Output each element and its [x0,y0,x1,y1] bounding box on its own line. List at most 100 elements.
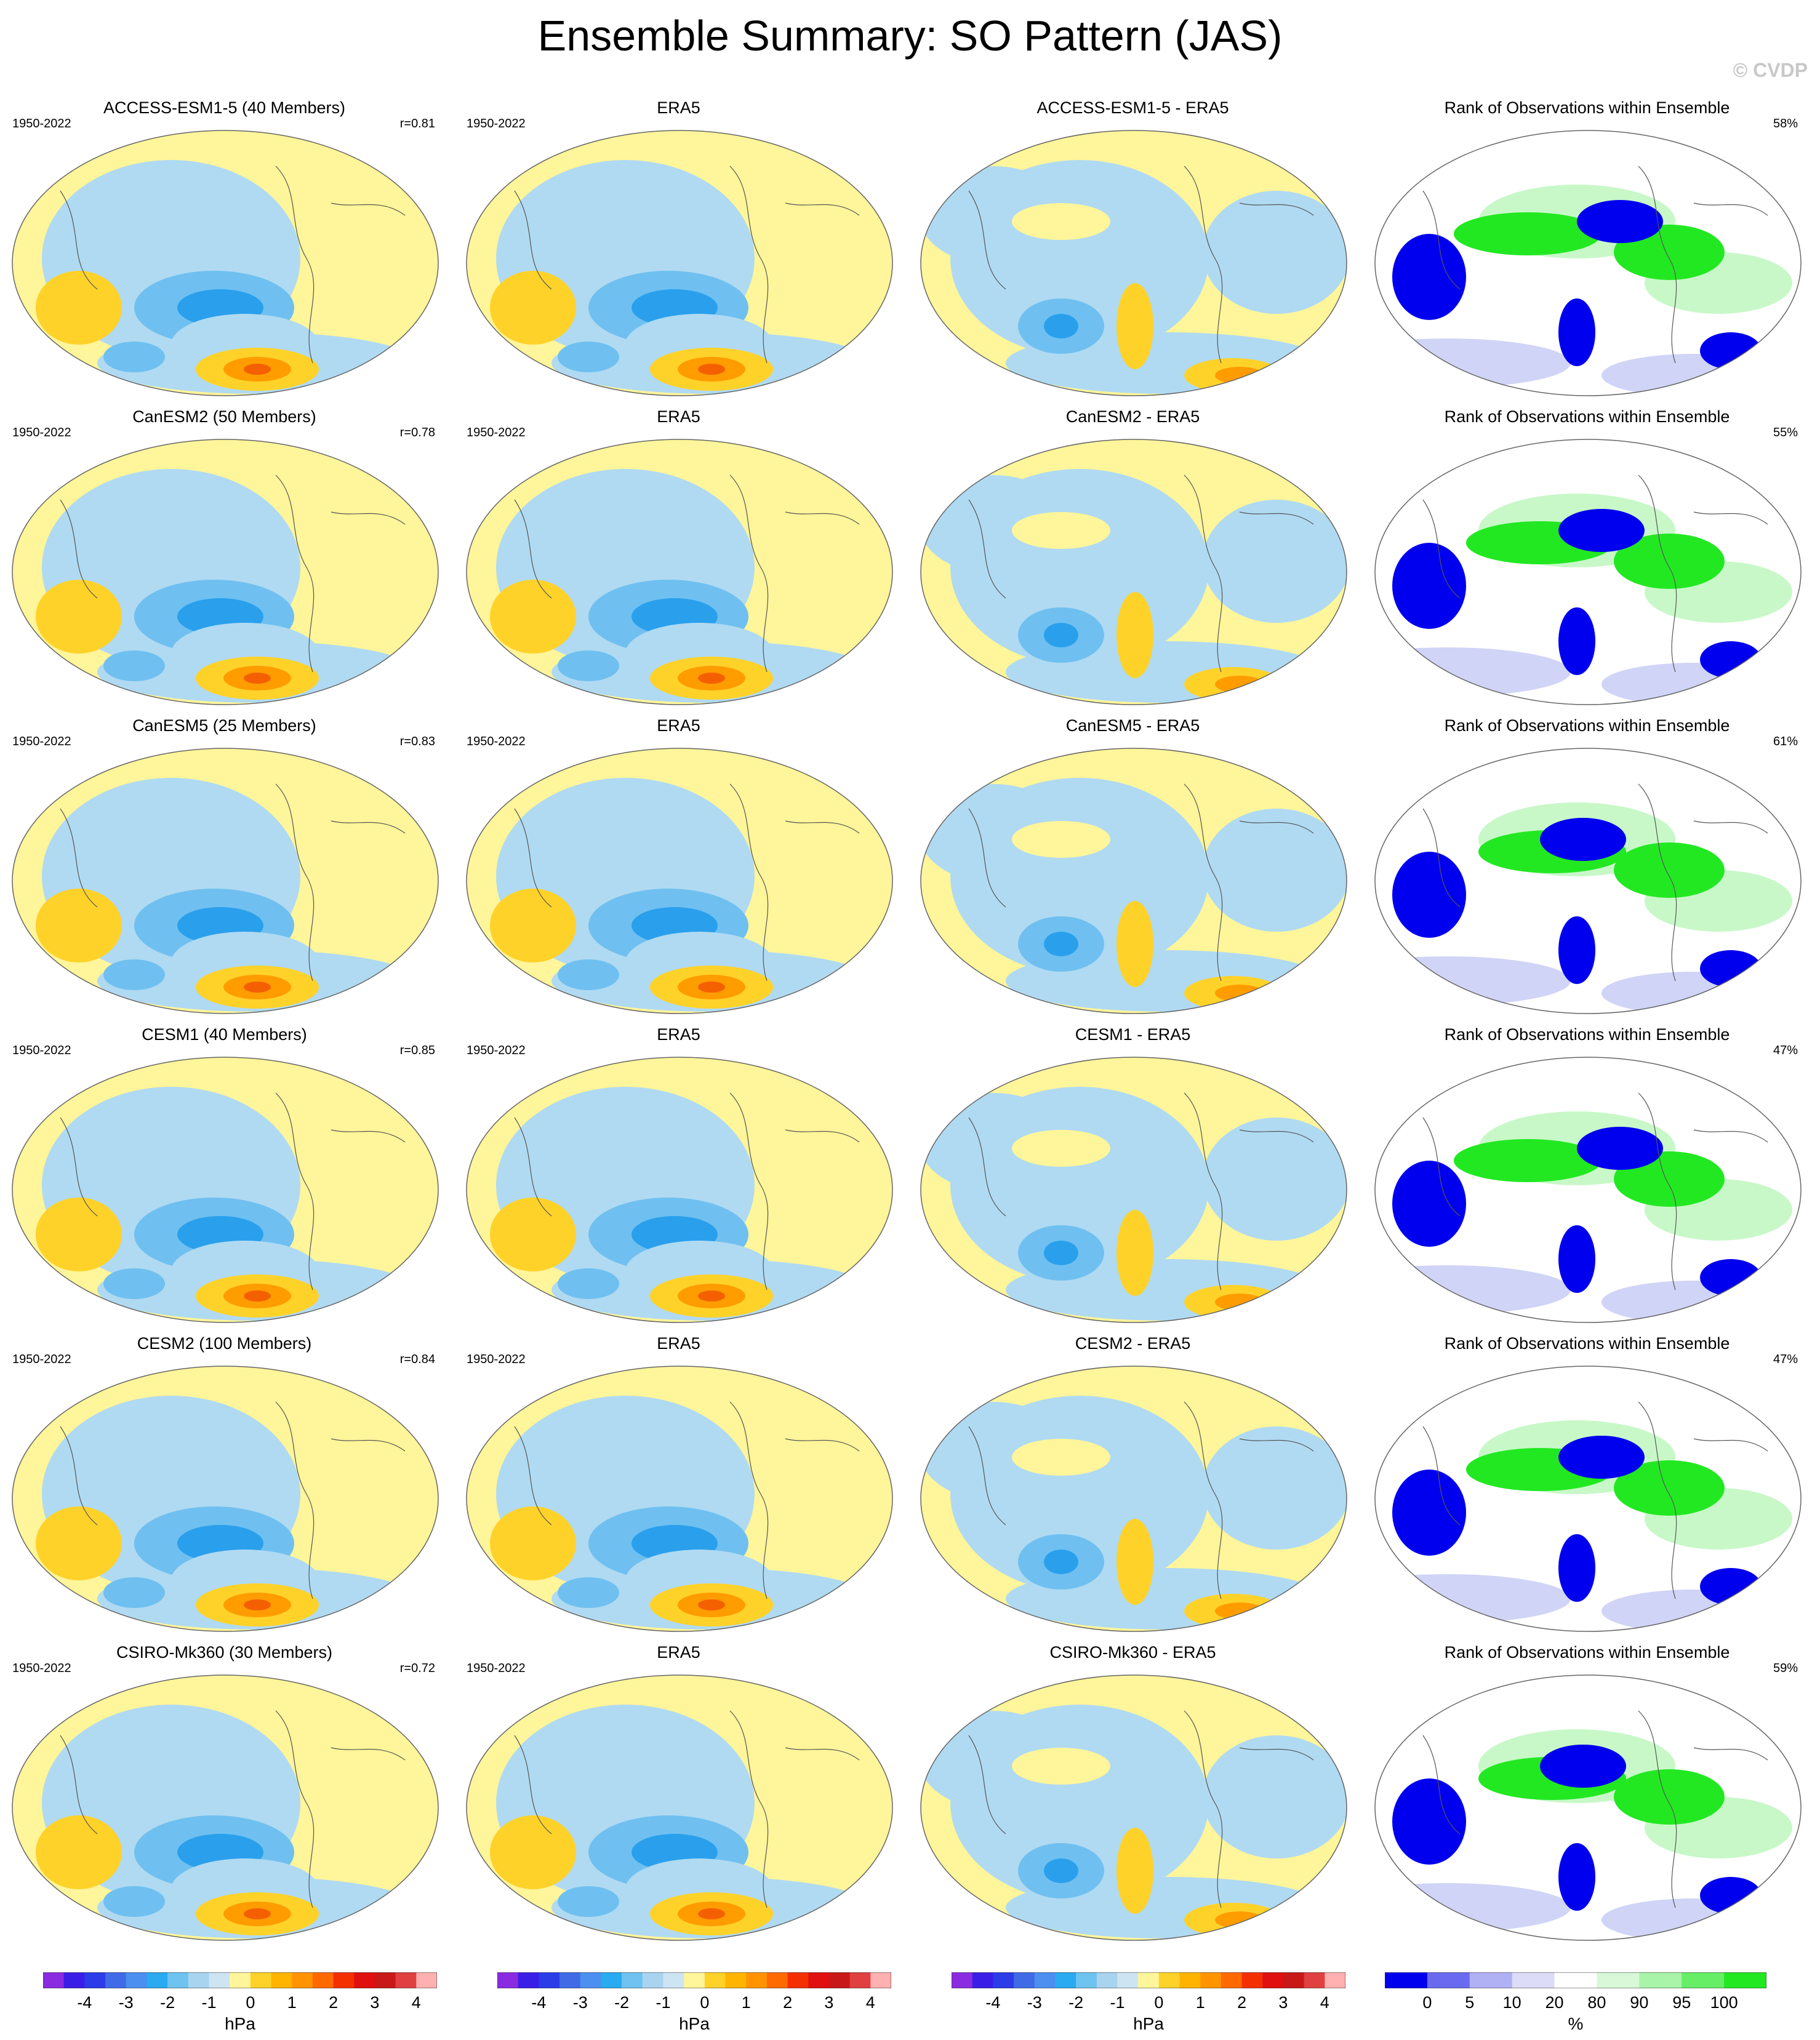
hpa-colorbar [497,1972,891,1988]
rank-region [1540,818,1626,861]
colorbar-swatch [766,1972,788,1988]
diff-panel: CESM2 - ERA5 [908,1334,1357,1643]
rank-region [1558,1534,1595,1602]
colorbar-tick: 2 [783,1993,793,2012]
period-label: 1950-2022 [12,1044,71,1057]
robinson-map [12,130,439,396]
panel-title: CanESM2 - ERA5 [1065,407,1200,426]
colorbar-swatch [828,1972,851,1988]
rank-region [1558,1843,1595,1911]
rank-panel: Rank of Observations within Ensemble 47% [1363,1025,1811,1334]
rank-region [1700,332,1762,369]
colorbar-swatch [354,1972,375,1988]
colorbar-tick: 1 [1195,1993,1205,2012]
rank-region [1614,534,1725,589]
colorbar-swatch [1014,1972,1035,1988]
pattern-correlation: r=0.83 [399,735,435,748]
rank-colorbar [1385,1972,1766,1988]
obs-panel: ERA5 1950-2022 [454,98,903,407]
model-panel: CESM1 (40 Members) 1950-2022 r=0.85 [0,1025,449,1334]
rank-panel: Rank of Observations within Ensemble 59% [1363,1643,1811,1952]
pattern-correlation: r=0.72 [399,1662,435,1675]
colorbar-swatch [1385,1972,1428,1988]
colorbar-tick: 1 [287,1993,297,2012]
panel-title: CESM2 (100 Members) [137,1334,312,1353]
rank-percent-label: 55% [1773,426,1798,439]
colorbar-tick: 3 [824,1993,834,2012]
panel-title: CSIRO-Mk360 (30 Members) [116,1643,333,1662]
hpa-colorbar [952,1972,1345,1988]
obs-panel: ERA5 1950-2022 [454,1643,903,1952]
colorbar-tick: -3 [572,1993,588,2012]
colorbar-tick: 2 [329,1993,339,2012]
rank-percent-label: 58% [1773,117,1798,130]
rank-region [1602,663,1786,705]
period-label: 1950-2022 [12,117,71,130]
robinson-map [466,1366,893,1632]
colorbar-swatch [312,1972,334,1988]
diff-panel: CSIRO-Mk360 - ERA5 [908,1643,1357,1952]
colorbar-swatch [333,1972,355,1988]
colorbar-tick: 1 [741,1993,751,2012]
colorbar-unit: hPa [679,2014,710,2033]
colorbar-tick: 10 [1502,1993,1521,2012]
colorbar-tick: 90 [1630,1993,1649,2012]
colorbar-swatch [188,1972,209,1988]
rank-panel: Rank of Observations within Ensemble 47% [1363,1334,1811,1643]
colorbar-tick: 0 [1422,1993,1432,2012]
colorbar-tick: 5 [1465,1993,1475,2012]
colorbar-swatch [230,1972,251,1988]
panel-title: Rank of Observations within Ensemble [1444,407,1730,426]
rank-region [1700,1877,1762,1914]
rank-region [1602,354,1786,396]
colorbar-tick: -2 [1068,1993,1084,2012]
colorbar-swatch [1304,1972,1325,1988]
colorbar-tick: -4 [531,1993,547,2012]
period-label: 1950-2022 [12,1353,71,1366]
rank-region [1392,852,1466,938]
colorbar-swatch [1241,1972,1263,1988]
robinson-map [1374,748,1802,1014]
colorbar-swatch [1096,1972,1118,1988]
rank-region [1558,1436,1645,1479]
colorbar-swatch [1138,1972,1160,1988]
diff-panel: CanESM2 - ERA5 [908,407,1357,716]
pattern-correlation: r=0.85 [399,1044,435,1057]
colorbar-swatch [1179,1972,1201,1988]
colorbar-unit: % [1568,2014,1584,2033]
rank-region [1558,916,1595,984]
diff-panel: CanESM5 - ERA5 [908,716,1357,1025]
rank-panel: Rank of Observations within Ensemble 61% [1363,716,1811,1025]
panel-title: ACCESS-ESM1-5 - ERA5 [1036,98,1229,117]
rank-region [1392,1778,1466,1865]
colorbar-tick: 4 [411,1993,421,2012]
colorbar-tick: -4 [77,1993,92,2012]
rank-region [1602,972,1786,1014]
hpa-colorbar [43,1972,437,1988]
rank-region [1454,212,1602,255]
cvdp-watermark: © CVDP [1733,59,1808,81]
rank-region [1392,1470,1466,1556]
panel-title: ERA5 [657,1025,700,1044]
robinson-map [466,130,893,396]
robinson-map [920,748,1347,1014]
panel-title: Rank of Observations within Ensemble [1444,98,1730,117]
colorbar-tick: -2 [614,1993,630,2012]
colorbar-tick: 0 [246,1993,255,2012]
colorbar-tick: 95 [1672,1993,1691,2012]
colorbar-tick: -1 [1110,1993,1125,2012]
colorbar-swatch [601,1972,622,1988]
colorbar-tick: 0 [700,1993,710,2012]
colorbar-swatch [1055,1972,1076,1988]
rank-region [1614,1460,1725,1516]
rank-region [1392,543,1466,629]
diff-panel: ACCESS-ESM1-5 - ERA5 [908,98,1357,407]
colorbar-swatch [870,1972,891,1988]
panel-title: ERA5 [657,1334,700,1353]
obs-panel: ERA5 1950-2022 [454,407,903,716]
panel-title: Rank of Observations within Ensemble [1444,716,1730,735]
colorbar-tick: 3 [370,1993,380,2012]
rank-region [1558,509,1645,552]
rank-percent-label: 61% [1773,735,1798,748]
colorbar-swatch [105,1972,127,1988]
